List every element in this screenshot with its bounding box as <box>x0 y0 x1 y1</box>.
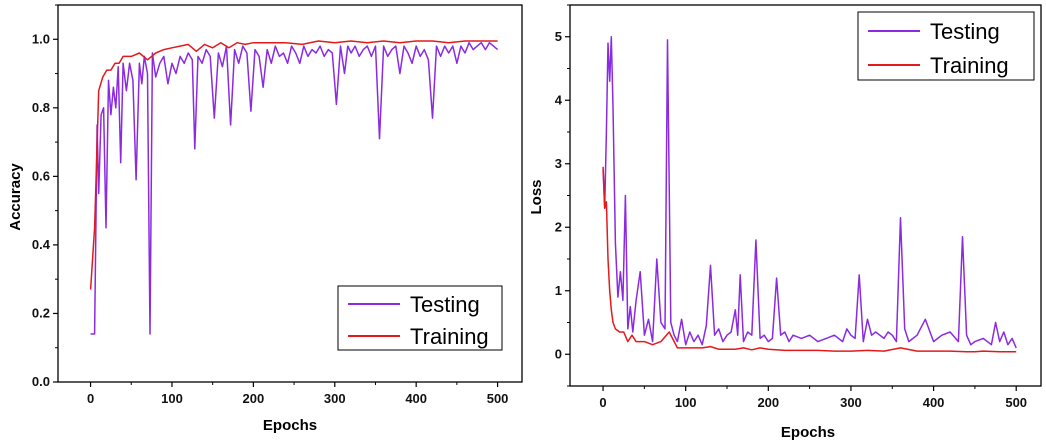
loss-legend-box <box>857 11 1035 81</box>
accuracy-y-tick-label: 0.8 <box>32 100 50 115</box>
loss-series-line-testing <box>602 36 1017 349</box>
loss-legend: Testing Training <box>857 11 1035 81</box>
accuracy-y-tick-label: 0.6 <box>32 168 50 183</box>
loss-series-line-training <box>602 166 1017 353</box>
loss-y-tick-label: 2 <box>555 219 562 234</box>
accuracy-x-tick-label: 200 <box>243 391 265 406</box>
loss-x-tick-label: 0 <box>599 395 606 410</box>
accuracy-axes: 0 100 200 300 400 500 0.0 0.2 0.4 0.6 0.8 1.0 <box>32 4 523 406</box>
accuracy-chart: 0 100 200 300 400 500 0.0 0.2 0.4 0.6 0.8 1.0 Testi… <box>7 4 523 434</box>
loss-y-axis-label: Loss <box>528 179 545 214</box>
loss-x-tick-label: 500 <box>1005 395 1027 410</box>
accuracy-x-axis-label: Epochs <box>263 417 317 434</box>
accuracy-legend-label-testing: Testing <box>410 292 480 317</box>
loss-chart: 0 100 200 300 400 500 0 1 2 3 4 5 Testing Training E… <box>528 4 1042 441</box>
loss-x-axis-label: Epochs <box>781 424 835 441</box>
loss-x-tick-label: 100 <box>675 395 697 410</box>
accuracy-legend: Testing Training <box>337 285 503 351</box>
accuracy-y-tick-label: 0.2 <box>32 305 50 320</box>
accuracy-series-line-testing <box>90 41 499 335</box>
accuracy-series-line-training <box>89 40 498 290</box>
accuracy-x-tick-label: 300 <box>324 391 346 406</box>
loss-x-tick-label: 300 <box>840 395 862 410</box>
accuracy-plot-frame <box>57 4 523 383</box>
accuracy-x-tick-label: 100 <box>161 391 183 406</box>
accuracy-series <box>89 40 499 335</box>
accuracy-y-tick-label: 1.0 <box>32 31 50 46</box>
accuracy-y-tick-label: 0.0 <box>32 374 50 389</box>
loss-legend-label-testing: Testing <box>930 19 1000 44</box>
loss-y-tick-label: 0 <box>555 346 562 361</box>
accuracy-legend-label-training: Training <box>410 324 489 349</box>
loss-legend-label-training: Training <box>930 53 1009 78</box>
loss-y-tick-label: 4 <box>555 92 563 107</box>
accuracy-y-tick-label: 0.4 <box>32 237 51 252</box>
loss-series <box>602 36 1017 353</box>
loss-x-tick-label: 400 <box>923 395 945 410</box>
loss-y-tick-label: 3 <box>555 156 562 171</box>
loss-y-tick-label: 5 <box>555 29 562 44</box>
loss-y-tick-label: 1 <box>555 283 562 298</box>
accuracy-legend-box <box>337 285 503 351</box>
loss-x-tick-label: 200 <box>757 395 779 410</box>
accuracy-x-tick-label: 500 <box>487 391 509 406</box>
accuracy-x-tick-label: 0 <box>87 391 94 406</box>
accuracy-y-axis-label: Accuracy <box>7 163 24 231</box>
loss-axes: 0 100 200 300 400 500 0 1 2 3 4 5 <box>555 4 1042 410</box>
accuracy-x-tick-label: 400 <box>405 391 427 406</box>
